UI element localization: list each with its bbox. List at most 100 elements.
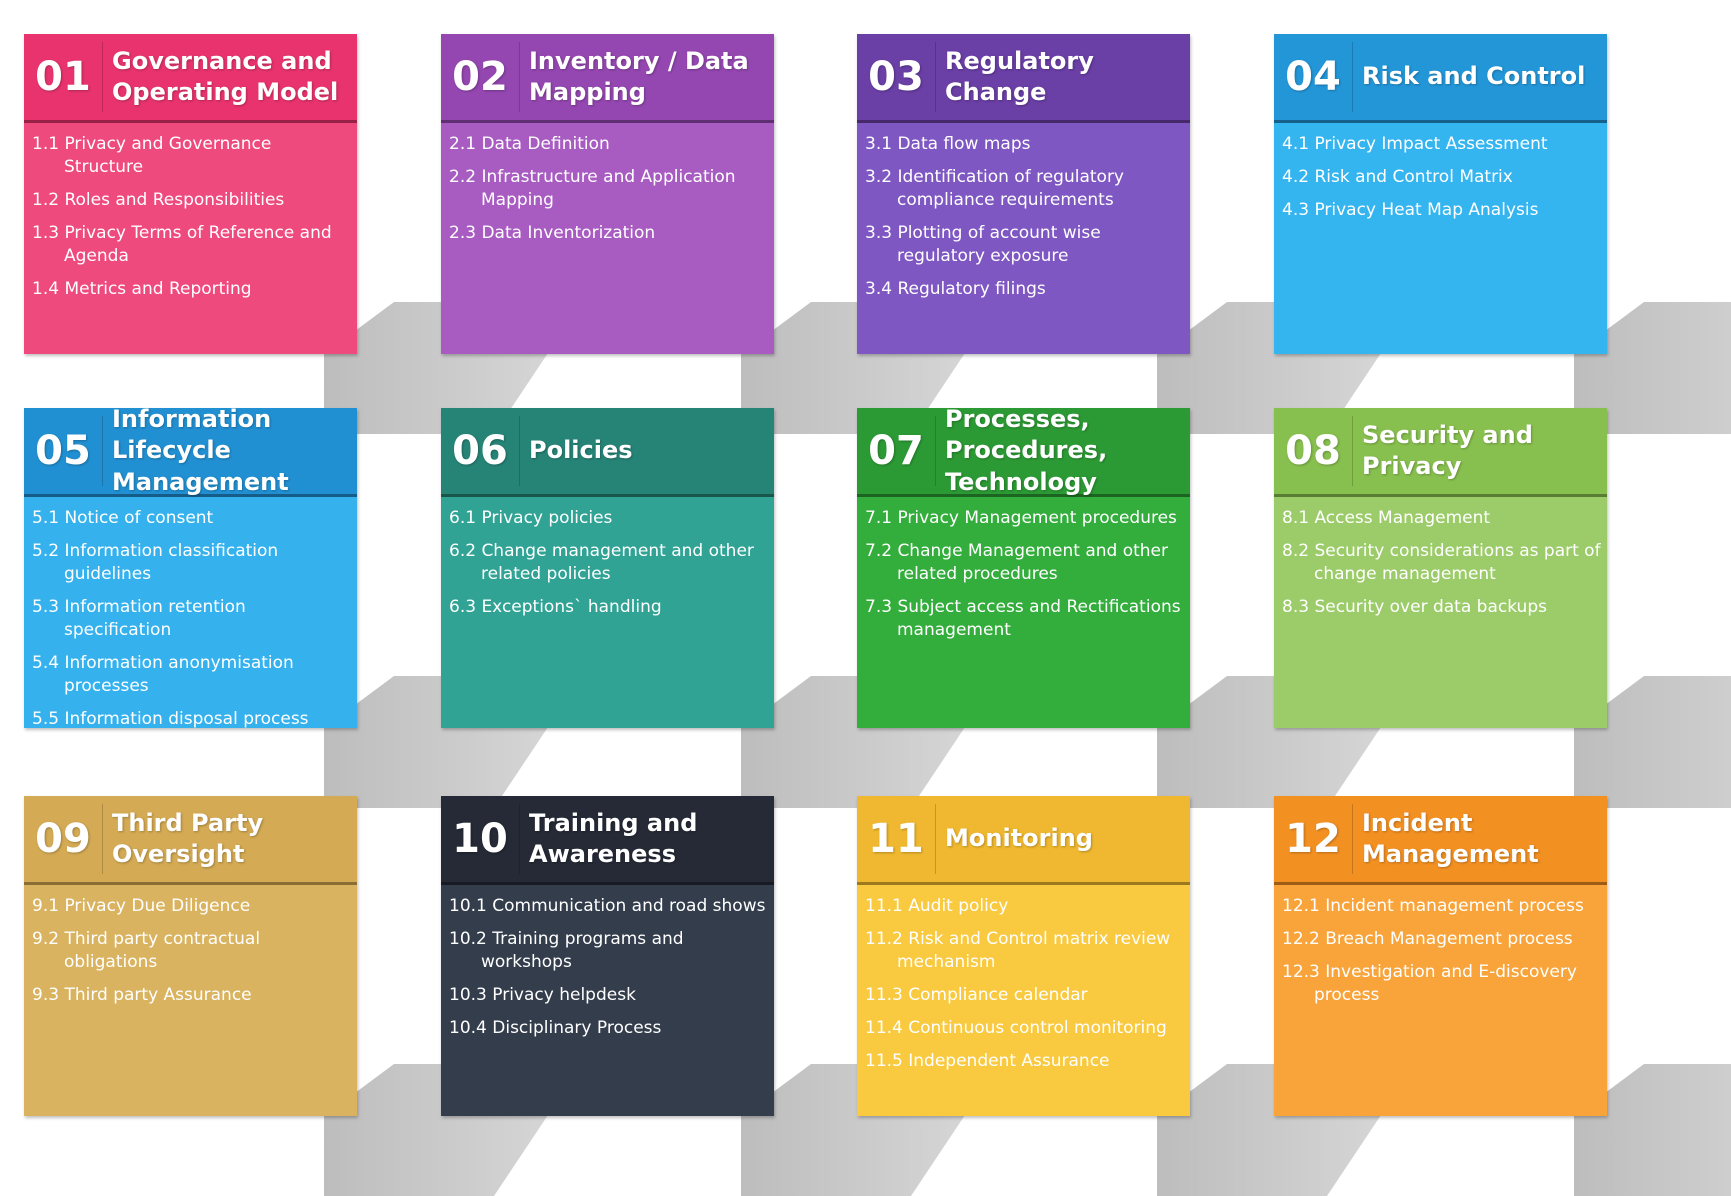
block-title: Third Party Oversight (112, 808, 264, 868)
block-item: 11.3 Compliance calendar (865, 984, 1088, 1005)
block-number: 04 (1274, 42, 1353, 112)
block-header: 09 Third Party Oversight (24, 796, 357, 885)
block-item-list: 5.1 Notice of consent 5.2 Information cla… (24, 497, 357, 729)
block-item: 5.5 Information disposal process (32, 708, 309, 729)
block-header: 10 Training and Awareness (441, 796, 774, 885)
block-number: 12 (1274, 804, 1353, 874)
block-item: 9.1 Privacy Due Diligence (32, 896, 251, 916)
block-12: 12 Incident Management 12.1 Incident manag… (1274, 796, 1731, 1196)
block-number: 03 (857, 42, 936, 112)
block-header: 03 Regulatory Change (857, 34, 1190, 123)
block-header: 04 Risk and Control (1274, 34, 1607, 123)
block-card: 11 Monitoring 11.1 Audit policy 11.2 Risk a… (857, 796, 1190, 1116)
block-card: 04 Risk and Control 4.1 Privacy Impact Ass… (1274, 34, 1607, 354)
block-number: 10 (441, 804, 520, 874)
block-card: 02 Inventory / Data Mapping 2.1 Data Defin… (441, 34, 774, 354)
block-number: 02 (441, 42, 520, 112)
block-title: Policies (529, 436, 633, 465)
block-title: Information Lifecycle Management (112, 405, 289, 496)
block-item: 6.2 Change management and other related … (449, 540, 754, 584)
block-card: 05 Information Lifecycle Management 5.1 No… (24, 405, 357, 729)
block-card: 08 Security and Privacy 8.1 Access Managem… (1274, 408, 1607, 728)
block-header: 12 Incident Management (1274, 796, 1607, 885)
block-item: 10.1 Communication and road shows (449, 896, 766, 916)
block-item: 9.2 Third party contractual obligations (32, 928, 261, 972)
block-item: 1.1 Privacy and Governance Structure (32, 134, 272, 177)
block-05: 05 Information Lifecycle Management 5.1 No… (24, 405, 584, 808)
block-item: 6.1 Privacy policies (449, 508, 613, 528)
block-number: 07 (857, 416, 936, 486)
block-title: Governance and Operating Model (112, 46, 339, 106)
block-number: 05 (24, 416, 103, 486)
block-item: 3.4 Regulatory filings (865, 278, 1046, 299)
block-01: 01 Governance and Operating Model 1.1 Priv… (24, 34, 584, 434)
block-item-list: 8.1 Access Management 8.2 Security consid… (1274, 497, 1607, 728)
block-item-list: 7.1 Privacy Management procedures 7.2 Cha… (857, 497, 1190, 728)
block-header: 02 Inventory / Data Mapping (441, 34, 774, 123)
block-card: 09 Third Party Oversight 9.1 Privacy Due D… (24, 796, 357, 1116)
block-shadow (1574, 676, 1731, 808)
block-item: 1.2 Roles and Responsibilities (32, 189, 285, 210)
block-item-list: 2.1 Data Definition 2.2 Infrastructure an… (441, 123, 774, 354)
block-shadow (1574, 302, 1731, 434)
block-header: 07 Processes, Procedures, Technology (857, 405, 1190, 497)
block-item: 12.1 Incident management process (1282, 896, 1584, 916)
block-item: 10.3 Privacy helpdesk (449, 984, 636, 1005)
block-item-list: 6.1 Privacy policies 6.2 Change managemen… (441, 497, 774, 728)
block-item: 6.3 Exceptions` handling (449, 596, 662, 617)
block-item: 7.3 Subject access and Rectifications ma… (865, 596, 1181, 640)
block-title: Risk and Control (1362, 62, 1586, 91)
block-item: 5.1 Notice of consent (32, 508, 214, 528)
block-item: 5.3 Information retention specification (32, 596, 246, 640)
block-item: 3.1 Data flow maps (865, 134, 1031, 154)
block-item: 10.4 Disciplinary Process (449, 1017, 662, 1038)
block-item: 11.5 Independent Assurance (865, 1050, 1110, 1071)
block-item: 11.2 Risk and Control matrix review mech… (865, 928, 1171, 972)
block-item: 12.3 Investigation and E-discovery proce… (1282, 961, 1577, 1005)
block-item: 8.2 Security considerations as part of c… (1282, 540, 1601, 584)
block-title: Training and Awareness (529, 808, 698, 868)
block-03: 03 Regulatory Change 3.1 Data flow maps 3.2… (857, 34, 1417, 434)
block-card: 07 Processes, Procedures, Technology 7.1 P… (857, 405, 1190, 728)
block-item-list: 9.1 Privacy Due Diligence 9.2 Third party… (24, 885, 357, 1116)
block-item: 2.2 Infrastructure and Application Mappi… (449, 166, 736, 210)
block-card: 10 Training and Awareness 10.1 Communicati… (441, 796, 774, 1116)
block-card: 06 Policies 6.1 Privacy policies 6.2 Change… (441, 408, 774, 728)
block-02: 02 Inventory / Data Mapping 2.1 Data Defin… (441, 34, 1001, 434)
block-number: 08 (1274, 416, 1353, 486)
block-item: 2.1 Data Definition (449, 134, 610, 154)
block-item: 11.1 Audit policy (865, 896, 1009, 916)
privacy-framework-diagram: 01 Governance and Operating Model 1.1 Priv… (24, 34, 1731, 1196)
block-07: 07 Processes, Procedures, Technology 7.1 P… (857, 405, 1417, 808)
shadow-shape (1574, 302, 1731, 434)
block-card: 01 Governance and Operating Model 1.1 Priv… (24, 34, 357, 354)
block-header: 08 Security and Privacy (1274, 408, 1607, 497)
block-number: 01 (24, 42, 103, 112)
block-title: Security and Privacy (1362, 420, 1533, 480)
block-item: 7.1 Privacy Management procedures (865, 508, 1177, 528)
block-title: Incident Management (1362, 808, 1539, 868)
block-header: 11 Monitoring (857, 796, 1190, 885)
block-title: Monitoring (945, 824, 1093, 853)
block-item-list: 4.1 Privacy Impact Assessment 4.2 Risk an… (1274, 123, 1607, 354)
block-title: Inventory / Data Mapping (529, 46, 749, 106)
block-number: 11 (857, 804, 936, 874)
block-item: 4.2 Risk and Control Matrix (1282, 166, 1513, 187)
block-item: 11.4 Continuous control monitoring (865, 1017, 1167, 1038)
block-card: 12 Incident Management 12.1 Incident manag… (1274, 796, 1607, 1116)
block-item: 8.3 Security over data backups (1282, 596, 1547, 617)
block-item-list: 10.1 Communication and road shows 10.2 Tr… (441, 885, 774, 1116)
block-item: 12.2 Breach Management process (1282, 928, 1573, 949)
block-item: 5.2 Information classification guideline… (32, 540, 279, 584)
block-title: Regulatory Change (945, 46, 1094, 106)
block-item: 9.3 Third party Assurance (32, 984, 252, 1005)
block-number: 06 (441, 416, 520, 486)
block-item: 8.1 Access Management (1282, 508, 1491, 528)
block-item: 2.3 Data Inventorization (449, 222, 656, 243)
block-item: 3.3 Plotting of account wise regulatory … (865, 222, 1101, 266)
block-item: 5.4 Information anonymisation processes (32, 652, 294, 696)
block-card: 03 Regulatory Change 3.1 Data flow maps 3.2… (857, 34, 1190, 354)
block-header: 01 Governance and Operating Model (24, 34, 357, 123)
block-item: 1.3 Privacy Terms of Reference and Agend… (32, 222, 332, 266)
block-item: 1.4 Metrics and Reporting (32, 278, 252, 299)
